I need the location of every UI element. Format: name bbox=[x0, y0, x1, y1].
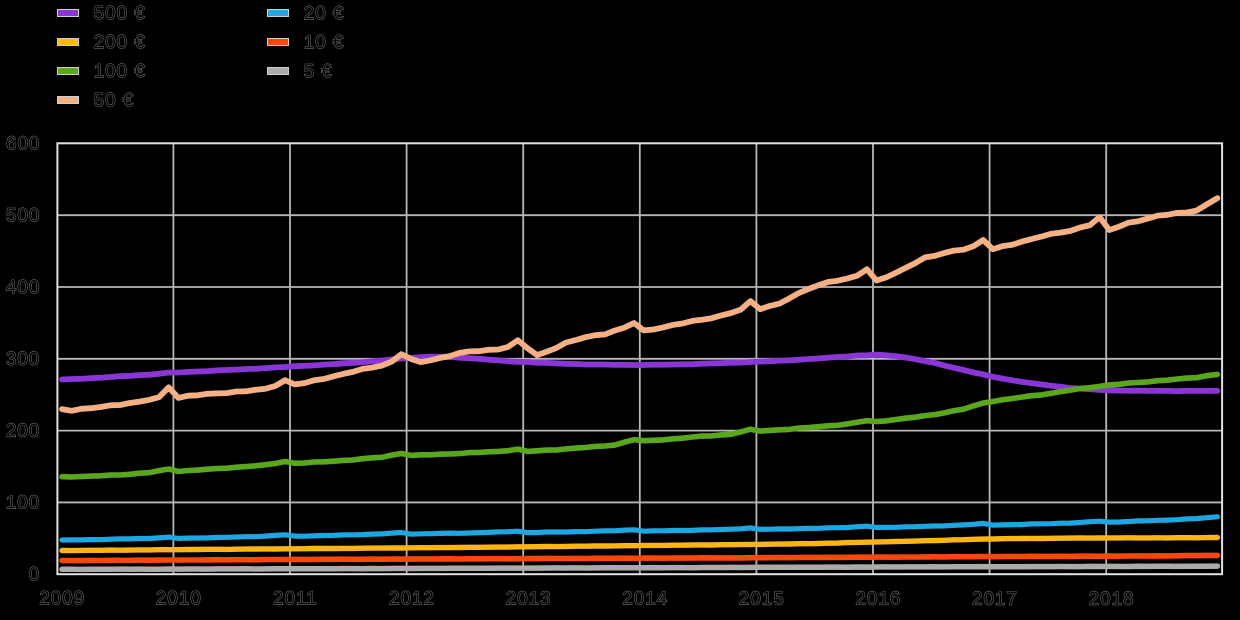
svg-text:400: 400 bbox=[6, 277, 40, 298]
svg-text:2012: 2012 bbox=[389, 588, 435, 609]
svg-text:500: 500 bbox=[6, 205, 40, 226]
svg-text:500 €: 500 € bbox=[94, 3, 146, 24]
svg-text:2018: 2018 bbox=[1089, 589, 1135, 610]
svg-text:2011: 2011 bbox=[273, 588, 317, 609]
svg-text:5 €: 5 € bbox=[304, 61, 333, 82]
svg-text:2009: 2009 bbox=[39, 588, 85, 609]
svg-text:2016: 2016 bbox=[855, 589, 901, 610]
svg-text:2013: 2013 bbox=[506, 588, 552, 609]
svg-text:20 €: 20 € bbox=[304, 3, 345, 24]
svg-text:200: 200 bbox=[6, 421, 40, 442]
svg-text:50 €: 50 € bbox=[94, 90, 135, 111]
svg-text:600: 600 bbox=[6, 133, 40, 154]
svg-text:300: 300 bbox=[6, 349, 40, 370]
svg-text:100: 100 bbox=[6, 492, 40, 513]
svg-text:100 €: 100 € bbox=[94, 61, 146, 82]
svg-text:2014: 2014 bbox=[622, 589, 668, 610]
svg-text:0: 0 bbox=[29, 564, 40, 585]
svg-text:2017: 2017 bbox=[972, 589, 1018, 610]
svg-text:200 €: 200 € bbox=[94, 32, 146, 53]
svg-text:10 €: 10 € bbox=[304, 32, 345, 53]
svg-text:2010: 2010 bbox=[156, 588, 202, 609]
svg-text:2015: 2015 bbox=[739, 589, 785, 610]
